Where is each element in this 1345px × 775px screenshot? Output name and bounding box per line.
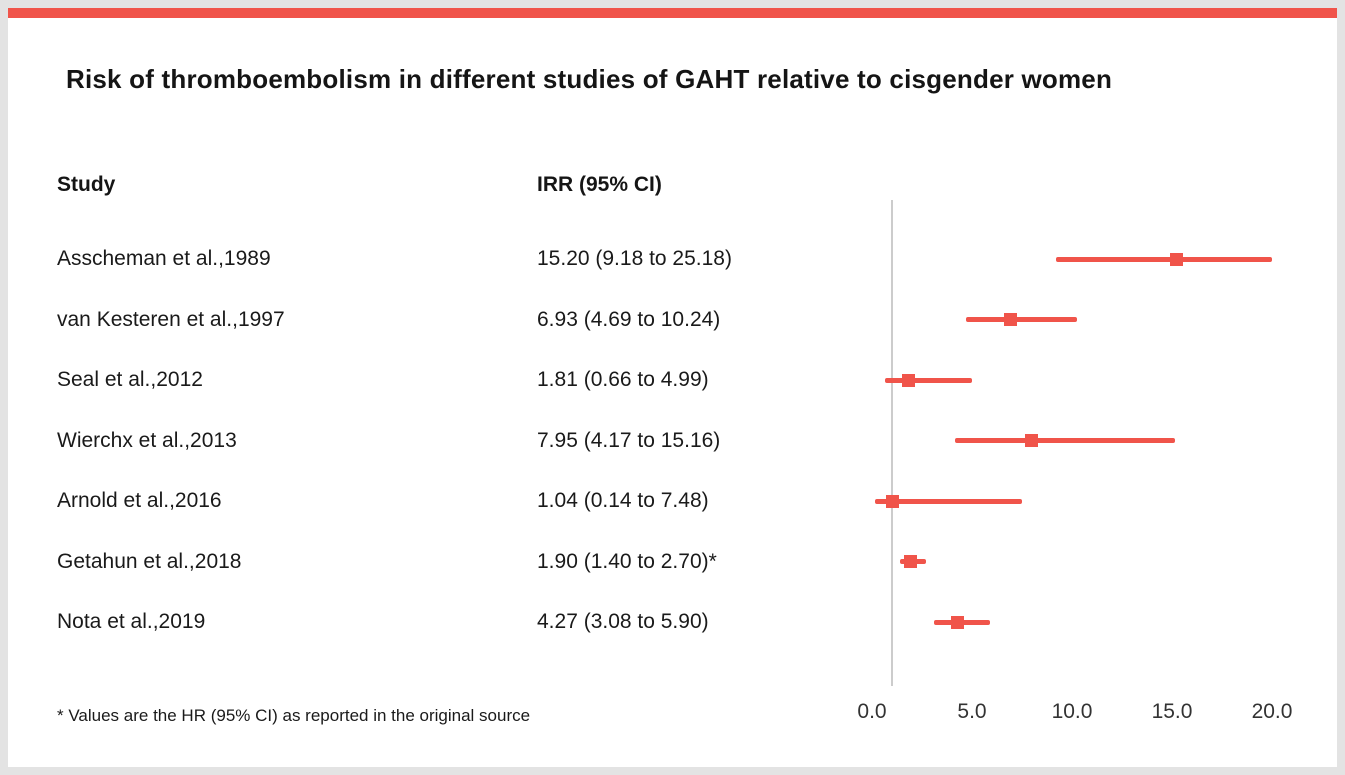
accent-top-bar [8,8,1337,18]
point-estimate-marker [901,373,915,387]
ci-line [955,438,1176,443]
ci-line [1055,256,1272,262]
study-label: Nota et al.,2019 [57,610,206,633]
irr-value: 15.20 (9.18 to 25.18) [537,247,732,270]
point-estimate-marker [1004,313,1018,326]
ci-line [965,317,1077,322]
irr-value: 1.04 (0.14 to 7.48) [537,489,709,512]
chart-title: Risk of thromboembolism in different stu… [66,64,1113,94]
irr-value: 4.27 (3.08 to 5.90) [537,610,709,633]
study-label: Seal et al.,2012 [57,368,203,391]
point-estimate-marker [903,555,917,568]
x-tick-label: 20.0 [1251,700,1293,723]
point-estimate-marker [1024,434,1038,447]
footnote: * Values are the HR (95% CI) as reported… [57,706,531,725]
x-tick-label: 5.0 [957,700,987,723]
ci-line [885,377,972,383]
x-tick-label: 0.0 [857,700,887,723]
study-label: Asscheman et al.,1989 [57,247,271,270]
point-estimate-marker [1169,252,1183,266]
irr-value: 1.81 (0.66 to 4.99) [537,368,709,391]
x-tick-label: 15.0 [1151,700,1193,723]
irr-value: 6.93 (4.69 to 10.24) [537,307,721,331]
column-header-study: Study [57,173,116,196]
irr-value: 1.90 (1.40 to 2.70)* [537,549,717,573]
study-label: Arnold et al.,2016 [57,489,222,512]
ci-line [874,498,1022,504]
irr-value: 7.95 (4.17 to 15.16) [537,428,721,452]
study-label: van Kesteren et al.,1997 [57,307,285,331]
point-estimate-marker [950,615,964,629]
x-tick-label: 10.0 [1051,700,1093,723]
figure-card [8,8,1337,767]
reference-line [891,200,893,686]
column-header-irr: IRR (95% CI) [537,173,662,196]
point-estimate-marker [886,494,900,508]
study-label: Wierchx et al.,2013 [57,428,237,452]
study-label: Getahun et al.,2018 [57,549,242,573]
